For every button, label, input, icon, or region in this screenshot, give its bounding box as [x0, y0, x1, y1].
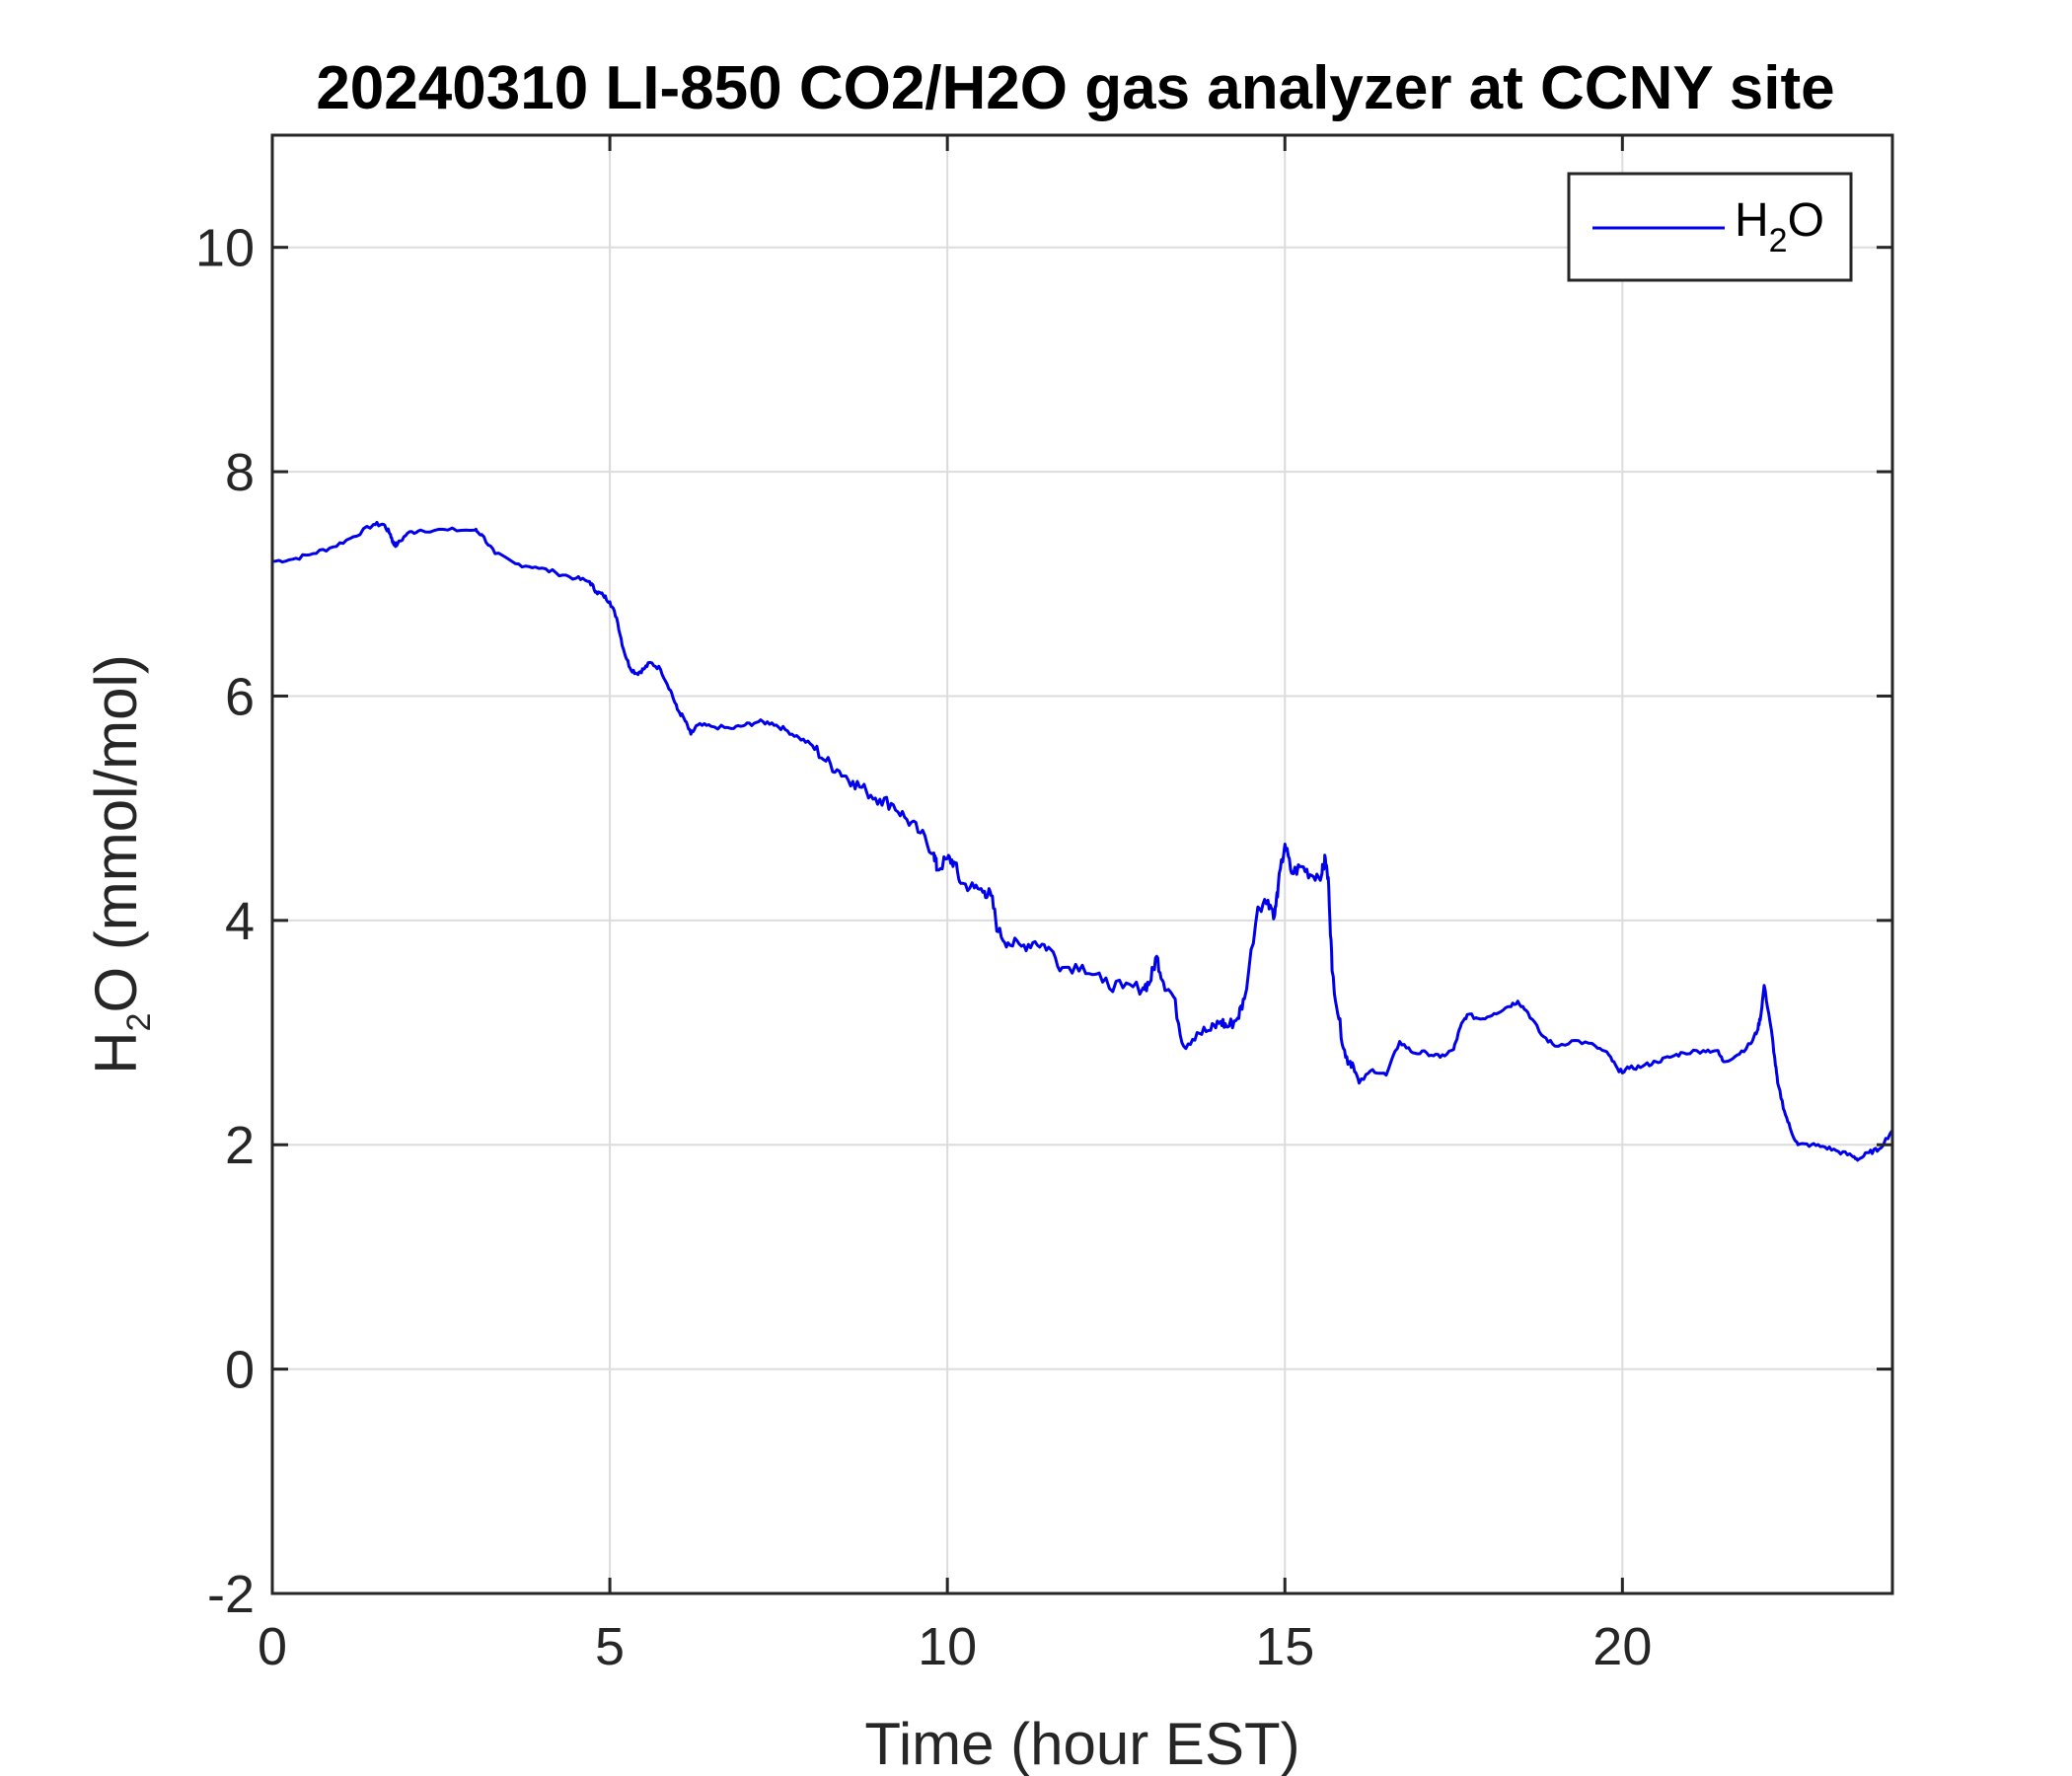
- y-tick-label: 4: [225, 892, 255, 951]
- x-tick-label: 20: [1592, 1617, 1652, 1676]
- y-tick-label: 8: [225, 443, 255, 502]
- ticks: [270, 135, 1892, 1595]
- plot-series: [271, 520, 1894, 1162]
- y-tick-label: 0: [225, 1341, 255, 1400]
- x-tick-label: 0: [258, 1617, 287, 1676]
- x-tick-label: 15: [1255, 1617, 1314, 1676]
- y-tick-label: 2: [225, 1116, 255, 1175]
- legend-label-h2o: H2O: [1735, 194, 1824, 259]
- series-line-h2o: [271, 520, 1894, 1162]
- x-tick-label: 5: [595, 1617, 625, 1676]
- plot-frame: [270, 133, 1894, 1595]
- x-tick-label: 10: [918, 1617, 977, 1676]
- chart-title: 20240310 LI-850 CO2/H2O gas analyzer at …: [316, 54, 1834, 122]
- x-tick-labels: 0 5 10 15 20: [258, 1617, 1652, 1676]
- y-tick-labels: -2 0 2 4 6 8 10: [195, 219, 255, 1624]
- grid: [272, 135, 1892, 1593]
- y-tick-label: 6: [225, 667, 255, 726]
- y-tick-label: 10: [195, 219, 255, 278]
- legend: H2O: [1567, 172, 1853, 282]
- y-tick-label: -2: [207, 1565, 255, 1624]
- x-axis-label: Time (hour EST): [864, 1711, 1299, 1776]
- y-axis-label: H2O (mmol/mol): [83, 654, 158, 1074]
